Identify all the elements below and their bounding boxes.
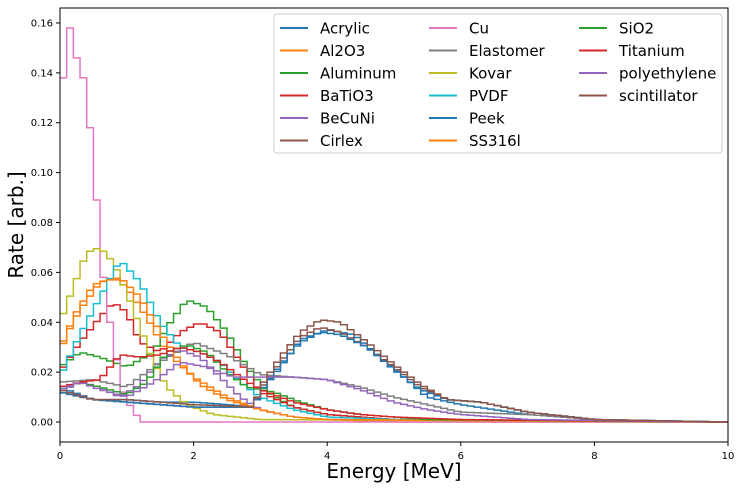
legend-label: PVDF [469,87,509,105]
legend-label: Cu [469,20,489,38]
y-axis: 0.00 0.02 0.04 0.06 0.08 0.10 0.12 0.14 0.16 [31,18,60,429]
legend-label: BaTiO3 [320,87,374,105]
legend-item: Titanium [579,42,685,60]
y-tick-label: 0.04 [31,318,53,329]
legend: Acrylic Al2O3 Aluminum BaTiO3 BeCuNi Cirlex Cu… [273,13,723,154]
legend-label: Kovar [469,65,512,83]
legend-label: scintillator [619,87,698,105]
legend-item: scintillator [579,87,698,105]
legend-label: Titanium [618,42,685,60]
legend-item: polyethylene [579,65,716,83]
legend-label: Cirlex [320,132,363,150]
y-tick-label: 0.10 [31,168,53,179]
legend-item: SiO2 [579,20,654,38]
legend-label: Elastomer [469,42,546,60]
x-tick-label: 0 [57,451,63,462]
y-tick-label: 0.16 [31,18,53,29]
legend-label: polyethylene [619,65,716,83]
x-axis-label: Energy [MeV] [326,459,461,483]
legend-item: Kovar [429,65,512,83]
y-tick-label: 0.06 [31,268,53,279]
x-axis: 0 2 4 6 8 10 [57,442,735,462]
legend-item: Acrylic [280,20,370,38]
legend-item: Aluminum [280,65,396,83]
y-axis-label: Rate [arb.] [4,171,28,278]
y-tick-label: 0.02 [31,368,53,379]
legend-item: PVDF [429,87,509,105]
legend-item: SS316l [429,132,521,150]
plot-frame [59,7,729,443]
x-tick-label: 4 [324,451,330,462]
legend-label: Acrylic [320,20,370,38]
y-tick-label: 0.00 [31,418,53,429]
legend-item: Elastomer [429,42,546,60]
legend-box [273,13,723,154]
legend-label: Peek [469,110,505,128]
y-tick-label: 0.12 [31,118,53,129]
legend-label: BeCuNi [320,110,375,128]
legend-label: SiO2 [619,20,654,38]
series-line-scintillator [60,319,728,423]
x-tick-label: 2 [190,451,196,462]
legend-item: Cirlex [280,132,363,150]
legend-item: BeCuNi [280,110,375,128]
legend-item: Al2O3 [280,42,365,60]
x-tick-label: 10 [722,451,735,462]
x-tick-label: 8 [591,451,597,462]
legend-label: SS316l [469,132,521,150]
legend-label: Aluminum [320,65,396,83]
series-layer [60,27,728,423]
y-tick-label: 0.14 [31,68,53,79]
legend-label: Al2O3 [320,42,365,60]
y-tick-label: 0.08 [31,218,53,229]
legend-item: Cu [429,20,489,38]
x-tick-label: 6 [458,451,464,462]
legend-item: Peek [429,110,505,128]
legend-item: BaTiO3 [280,87,374,105]
